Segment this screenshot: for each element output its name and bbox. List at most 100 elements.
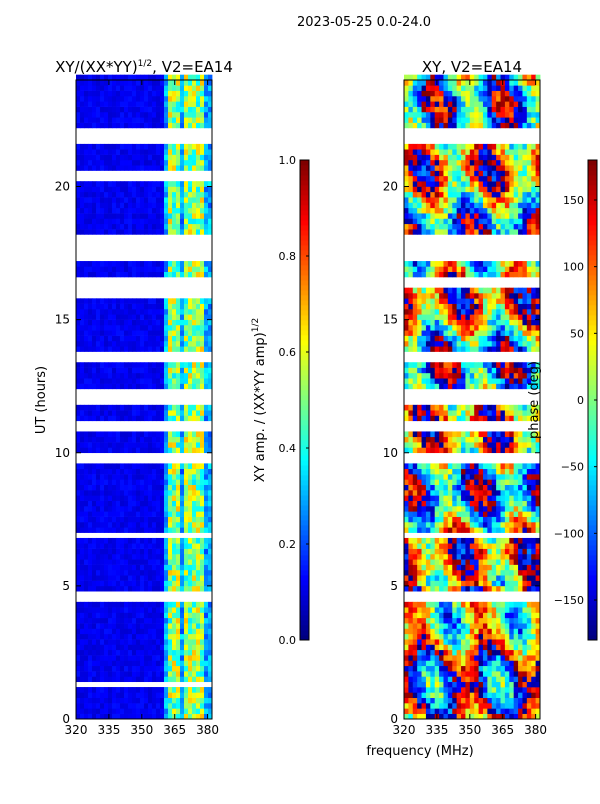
- amplitude-cell: [88, 123, 92, 129]
- amplitude-cell: [120, 522, 124, 528]
- phase-cell: [422, 607, 427, 613]
- phase-cell: [461, 650, 466, 656]
- amplitude-cell: [188, 187, 192, 193]
- phase-cell: [522, 511, 527, 517]
- amplitude-cell: [176, 165, 180, 171]
- amplitude-cell: [80, 474, 84, 480]
- amplitude-cell: [88, 149, 92, 155]
- phase-cell: [452, 660, 457, 666]
- phase-cell: [470, 490, 475, 496]
- amplitude-cell: [120, 373, 124, 379]
- amplitude-cell: [88, 96, 92, 102]
- amplitude-cell: [88, 586, 92, 592]
- phase-cell: [470, 501, 475, 507]
- amplitude-cell: [88, 708, 92, 714]
- amplitude-cell: [164, 586, 168, 592]
- phase-cell: [518, 447, 523, 453]
- phase-cell: [496, 660, 501, 666]
- amplitude-cell: [88, 676, 92, 682]
- amplitude-cell: [188, 165, 192, 171]
- amplitude-cell: [128, 655, 132, 661]
- amplitude-cell: [76, 85, 80, 91]
- phase-cell: [527, 559, 532, 565]
- amplitude-cell: [92, 144, 96, 150]
- phase-cell: [470, 618, 475, 624]
- amplitude-cell: [76, 495, 80, 501]
- phase-cell: [470, 575, 475, 581]
- amplitude-cell: [92, 218, 96, 224]
- amplitude-cell: [176, 208, 180, 214]
- amplitude-cell: [128, 80, 132, 86]
- phase-cell: [430, 676, 435, 682]
- amplitude-cell: [84, 479, 88, 485]
- phase-cell: [501, 682, 506, 688]
- amplitude-cell: [84, 266, 88, 272]
- amplitude-cell: [136, 517, 140, 523]
- amplitude-cell: [88, 91, 92, 97]
- amplitude-cell: [204, 575, 208, 581]
- amplitude-cell: [132, 368, 136, 374]
- amplitude-cell: [152, 213, 156, 219]
- phase-cell: [483, 634, 488, 640]
- amplitude-cell: [132, 330, 136, 336]
- amplitude-colorbar-tick-label: 0.0: [279, 634, 297, 647]
- amplitude-cell: [100, 341, 104, 347]
- phase-cell: [496, 682, 501, 688]
- phase-cell: [443, 607, 448, 613]
- amplitude-cell: [164, 666, 168, 672]
- amplitude-cell: [156, 75, 160, 81]
- phase-cell: [417, 506, 422, 512]
- amplitude-cell: [124, 442, 128, 448]
- amplitude-cell: [96, 117, 100, 123]
- amplitude-cell: [132, 437, 136, 443]
- amplitude-colorbar-segment: [300, 595, 309, 600]
- phase-cell: [408, 378, 413, 384]
- amplitude-cell: [144, 437, 148, 443]
- phase-cell: [470, 405, 475, 411]
- amplitude-cell: [144, 266, 148, 272]
- phase-cell: [496, 384, 501, 390]
- amplitude-cell: [140, 543, 144, 549]
- amplitude-cell: [120, 501, 124, 507]
- amplitude-cell: [164, 490, 168, 496]
- amplitude-cell: [152, 378, 156, 384]
- amplitude-cell: [200, 144, 204, 150]
- amplitude-cell: [184, 554, 188, 560]
- amplitude-cell: [108, 229, 112, 235]
- amplitude-cell: [88, 474, 92, 480]
- phase-cell: [483, 495, 488, 501]
- amplitude-cell: [132, 575, 136, 581]
- phase-cell: [509, 559, 514, 565]
- amplitude-cell: [160, 495, 164, 501]
- amplitude-cell: [188, 506, 192, 512]
- amplitude-cell: [80, 586, 84, 592]
- amplitude-cell: [200, 543, 204, 549]
- amplitude-cell: [188, 613, 192, 619]
- amplitude-cell: [132, 511, 136, 517]
- amplitude-cell: [144, 314, 148, 320]
- amplitude-cell: [104, 431, 108, 437]
- amplitude-cell: [196, 144, 200, 150]
- amplitude-cell: [200, 447, 204, 453]
- amplitude-cell: [148, 692, 152, 698]
- phase-cell: [522, 703, 527, 709]
- phase-cell: [465, 495, 470, 501]
- amplitude-cell: [144, 165, 148, 171]
- phase-cell: [483, 655, 488, 661]
- phase-cell: [435, 543, 440, 549]
- phase-cell: [417, 714, 422, 720]
- phase-cell: [492, 559, 497, 565]
- amplitude-cell: [152, 644, 156, 650]
- phase-cell: [417, 581, 422, 587]
- amplitude-cell: [164, 602, 168, 608]
- phase-cell: [522, 549, 527, 555]
- amplitude-cell: [164, 91, 168, 97]
- phase-cell: [452, 479, 457, 485]
- amplitude-cell: [108, 644, 112, 650]
- phase-cell: [509, 511, 514, 517]
- phase-cell: [531, 634, 536, 640]
- amplitude-cell: [80, 341, 84, 347]
- amplitude-cell: [156, 698, 160, 704]
- amplitude-cell: [100, 330, 104, 336]
- phase-cell: [514, 527, 519, 533]
